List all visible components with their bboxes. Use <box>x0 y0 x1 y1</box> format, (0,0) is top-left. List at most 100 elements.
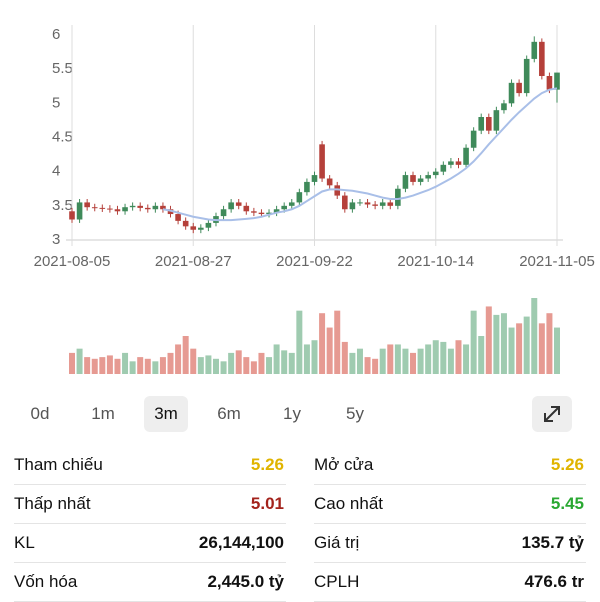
stat-label: Vốn hóa <box>14 572 78 591</box>
period-button[interactable]: 6m <box>217 404 241 423</box>
stats-row: Thấp nhất 5.01 Cao nhất 5.45 <box>0 485 600 524</box>
y-tick-label: 4 <box>52 163 60 180</box>
volume-bar <box>167 352 174 374</box>
candle-body <box>251 211 257 213</box>
volume-bar <box>326 327 333 374</box>
volume-bar <box>349 352 356 374</box>
candle-body <box>516 82 522 94</box>
volume-bar <box>417 348 424 374</box>
candle-body <box>296 192 303 203</box>
stat-label: Mở cửa <box>314 455 374 474</box>
stat-label: Tham chiếu <box>14 455 103 474</box>
candle-body <box>69 211 75 220</box>
volume-bar <box>523 316 530 374</box>
expand-icon <box>544 406 560 422</box>
volume-bar <box>410 352 417 374</box>
volume-bar <box>372 358 379 374</box>
period-button[interactable]: 5y <box>346 404 364 423</box>
volume-bar <box>99 357 106 374</box>
candle-body <box>319 144 325 179</box>
period-button[interactable]: 1m <box>91 404 115 423</box>
candle-body <box>266 212 272 215</box>
volume-bar <box>478 336 485 374</box>
candle-body <box>342 195 348 210</box>
volume-bar <box>129 361 136 374</box>
y-tick-label: 6 <box>52 26 60 43</box>
x-tick-label: 2021-10-14 <box>397 253 474 270</box>
volume-bar <box>440 341 447 374</box>
volume-bar <box>485 306 492 374</box>
x-tick-label: 2021-08-05 <box>34 253 111 270</box>
candle-body <box>410 175 416 182</box>
volume-bar <box>212 358 219 374</box>
y-tick-label: 5.5 <box>52 60 73 77</box>
period-button[interactable]: 0d <box>30 404 50 423</box>
candle-body <box>364 202 371 205</box>
chart: 3 3.5 4 4.5 5 5.5 6 2021-08-05 2021-08-27 2021-09… <box>34 25 595 374</box>
candle-body <box>122 207 128 212</box>
volume-bar <box>364 357 371 374</box>
volume-bar <box>235 350 242 374</box>
candle-body <box>228 202 234 210</box>
candle-body <box>84 202 90 208</box>
candle-body <box>455 161 462 165</box>
volume-bar <box>303 344 310 374</box>
candle-body <box>152 205 159 210</box>
expand-button[interactable] <box>532 396 572 432</box>
volume-bar <box>508 327 515 374</box>
candle-body <box>387 202 394 206</box>
stat-cell: Tham chiếu 5.26 <box>14 446 286 485</box>
candle-body <box>478 117 485 131</box>
stat-cell: Cao nhất 5.45 <box>314 485 586 524</box>
stat-value: 5.26 <box>550 455 584 474</box>
stat-value: 2,445.0 tỷ <box>207 572 284 591</box>
stat-cell: Mở cửa 5.26 <box>314 446 586 485</box>
candle-body <box>288 202 295 206</box>
candle-body <box>220 209 227 217</box>
candle-body <box>205 222 212 228</box>
candle-body <box>531 41 538 59</box>
candle-body <box>114 209 121 212</box>
volume-bar <box>175 344 182 374</box>
volume-bar <box>447 348 454 374</box>
volume-bar <box>288 352 295 374</box>
volume-bar <box>394 344 401 374</box>
y-tick-label: 3 <box>52 231 60 248</box>
candle-body <box>144 207 151 210</box>
volume-bar <box>402 348 409 374</box>
period-button[interactable]: 3m <box>144 396 188 432</box>
candle-body <box>326 178 333 186</box>
volume-bar <box>531 298 538 374</box>
candle-body <box>508 82 515 104</box>
candle-body <box>198 227 204 230</box>
candle-body <box>554 72 560 90</box>
volume-bar <box>228 352 235 374</box>
candle-body <box>304 181 310 193</box>
period-button[interactable]: 1y <box>283 404 301 423</box>
candle-body <box>463 147 469 165</box>
candle-body <box>395 188 401 206</box>
stat-cell: Giá trị 135.7 tỷ <box>314 524 586 563</box>
volume-bar <box>463 344 470 374</box>
volume-bar <box>243 357 250 374</box>
x-tick-label: 2021-09-22 <box>276 253 353 270</box>
volume-bar <box>387 344 394 374</box>
volume-bar <box>91 358 98 374</box>
volume-bar <box>106 355 113 374</box>
volume-bar <box>334 310 341 374</box>
volume-bar <box>516 323 523 374</box>
volume-bar <box>197 357 204 374</box>
candle-body <box>91 207 98 209</box>
volume-bar <box>266 357 273 374</box>
volume-bar <box>493 314 500 374</box>
candle-body <box>417 178 424 182</box>
volume-bar <box>144 358 151 374</box>
stat-value: 5.26 <box>250 455 284 474</box>
candle-body <box>160 205 166 210</box>
volume-bar <box>281 350 288 374</box>
y-tick-label: 3.5 <box>52 197 73 214</box>
moving-average <box>162 87 558 222</box>
volume-bar <box>379 348 386 374</box>
volume-bar <box>152 361 159 374</box>
